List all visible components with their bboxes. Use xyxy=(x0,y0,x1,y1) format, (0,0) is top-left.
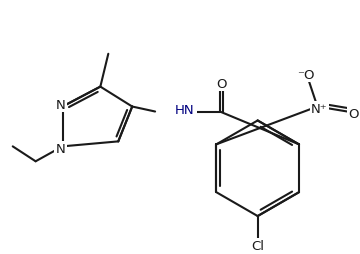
Text: ⁻O: ⁻O xyxy=(297,69,314,82)
Text: O: O xyxy=(217,78,227,91)
Text: HN: HN xyxy=(175,104,195,117)
Text: N: N xyxy=(56,142,66,155)
Text: N: N xyxy=(56,99,66,112)
Text: N⁺: N⁺ xyxy=(311,103,328,116)
Text: O: O xyxy=(348,108,359,121)
Text: Cl: Cl xyxy=(251,240,264,252)
